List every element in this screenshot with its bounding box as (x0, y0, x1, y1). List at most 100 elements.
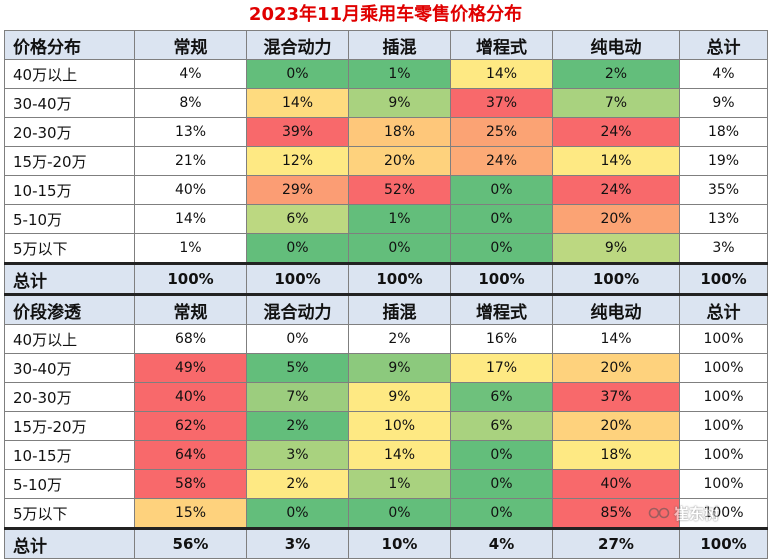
table-row: 5万以下 1% 0% 0% 0% 9% 3% (4, 233, 768, 264)
table-row: 40万以上 68% 0% 2% 16% 14% 100% (4, 324, 768, 354)
watermark: 崔东树 (648, 502, 760, 524)
total-cell: 3% (246, 527, 349, 559)
table-cell: 1% (348, 59, 451, 89)
column-header: 总计 (679, 30, 768, 60)
table-cell: 1% (134, 233, 247, 264)
column-header: 插混 (348, 293, 451, 325)
table-cell: 64% (134, 440, 247, 470)
table-row: 10-15万 40% 29% 52% 0% 24% 35% (4, 175, 768, 205)
total-label: 总计 (4, 527, 135, 559)
table-cell: 14% (348, 440, 451, 470)
table-cell: 8% (134, 88, 247, 118)
table-row: 20-30万 13% 39% 18% 25% 24% 18% (4, 117, 768, 147)
table-cell: 17% (450, 353, 553, 383)
table-cell: 7% (246, 382, 349, 412)
total-cell: 4% (450, 527, 553, 559)
table-cell: 100% (679, 469, 768, 499)
section-title: 价段渗透 (4, 293, 135, 325)
table-cell: 18% (348, 117, 451, 147)
total-cell: 100% (450, 262, 553, 295)
table-cell: 37% (552, 382, 680, 412)
column-header: 插混 (348, 30, 451, 60)
table-row: 5-10万 14% 6% 1% 0% 20% 13% (4, 204, 768, 234)
table-cell: 0% (450, 498, 553, 529)
table-cell: 29% (246, 175, 349, 205)
table-cell: 0% (246, 324, 349, 354)
wechat-channel-icon (648, 507, 670, 519)
table-cell: 24% (552, 117, 680, 147)
table-cell: 1% (348, 204, 451, 234)
table-cell: 6% (450, 411, 553, 441)
table-cell: 40% (552, 469, 680, 499)
table-cell: 2% (246, 469, 349, 499)
table-cell: 18% (679, 117, 768, 147)
price-distribution-table: 价格分布 常规 混合动力 插混 增程式 纯电动 总计 40万以上 4% 0% 1% 14% 2% 4% 30… (4, 30, 768, 559)
table-cell: 0% (246, 59, 349, 89)
table-cell: 0% (450, 233, 553, 264)
table-cell: 9% (348, 382, 451, 412)
column-header: 混合动力 (246, 293, 349, 325)
table-cell: 62% (134, 411, 247, 441)
chart-title: 2023年11月乘用车零售价格分布 (248, 4, 523, 25)
table-cell: 19% (679, 146, 768, 176)
column-header: 混合动力 (246, 30, 349, 60)
column-header: 纯电动 (552, 30, 680, 60)
table-cell: 0% (450, 175, 553, 205)
total-cell: 100% (679, 527, 768, 559)
row-label: 5万以下 (4, 498, 135, 529)
table-cell: 24% (450, 146, 553, 176)
table-cell: 3% (246, 440, 349, 470)
table-cell: 6% (450, 382, 553, 412)
table-cell: 100% (679, 498, 768, 529)
table-cell: 49% (134, 353, 247, 383)
table-cell: 18% (552, 440, 680, 470)
table-cell: 0% (450, 469, 553, 499)
total-cell: 100% (246, 262, 349, 295)
table-cell: 58% (134, 469, 247, 499)
column-header: 增程式 (450, 30, 553, 60)
row-label: 5-10万 (4, 204, 135, 234)
table-cell: 14% (552, 146, 680, 176)
total-row: 总计 56% 3% 10% 4% 27% 100% (4, 527, 768, 559)
table-cell: 52% (348, 175, 451, 205)
table-cell: 20% (552, 204, 680, 234)
table-cell: 2% (552, 59, 680, 89)
table-cell: 9% (679, 88, 768, 118)
row-label: 10-15万 (4, 175, 135, 205)
table-cell: 0% (450, 440, 553, 470)
table-cell: 100% (679, 353, 768, 383)
table-row: 20-30万 40% 7% 9% 6% 37% 100% (4, 382, 768, 412)
table-cell: 35% (679, 175, 768, 205)
column-header: 增程式 (450, 293, 553, 325)
column-header: 常规 (134, 30, 247, 60)
table-cell: 100% (679, 411, 768, 441)
table-cell: 20% (552, 411, 680, 441)
total-cell: 100% (552, 262, 680, 295)
total-cell: 100% (134, 262, 247, 295)
row-label: 40万以上 (4, 324, 135, 354)
row-label: 20-30万 (4, 382, 135, 412)
table-cell: 0% (246, 233, 349, 264)
total-cell: 27% (552, 527, 680, 559)
total-cell: 100% (348, 262, 451, 295)
total-label: 总计 (4, 262, 135, 295)
table-cell: 5% (246, 353, 349, 383)
column-header: 总计 (679, 293, 768, 325)
table-cell: 24% (552, 175, 680, 205)
row-label: 40万以上 (4, 59, 135, 89)
table-row: 10-15万 64% 3% 14% 0% 18% 100% (4, 440, 768, 470)
row-label: 20-30万 (4, 117, 135, 147)
table-row: 30-40万 8% 14% 9% 37% 7% 9% (4, 88, 768, 118)
table-cell: 3% (679, 233, 768, 264)
total-cell: 10% (348, 527, 451, 559)
watermark-text: 崔东树 (674, 504, 720, 523)
table-cell: 12% (246, 146, 349, 176)
table-cell: 9% (348, 353, 451, 383)
row-label: 30-40万 (4, 88, 135, 118)
section-title: 价格分布 (4, 30, 135, 60)
total-cell: 100% (679, 262, 768, 295)
row-label: 10-15万 (4, 440, 135, 470)
table-cell: 13% (679, 204, 768, 234)
table-cell: 39% (246, 117, 349, 147)
table-cell: 1% (348, 469, 451, 499)
